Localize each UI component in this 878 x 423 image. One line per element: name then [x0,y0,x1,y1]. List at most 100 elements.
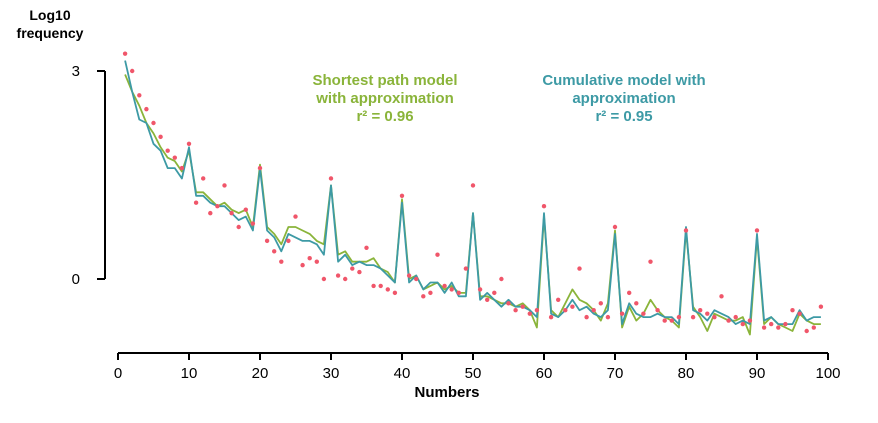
point-observed-44 [428,290,433,296]
point-cumulative-model-with-approximation-3 [138,119,140,121]
point-cumulative-model-with-approximation-60 [543,212,545,214]
point-observed-90 [754,228,760,233]
point-shortest-path-model-with-approximation-12 [202,191,204,193]
point-cumulative-model-with-approximation-32 [344,254,346,256]
point-cumulative-model-with-approximation-15 [224,205,226,207]
point-shortest-path-model-with-approximation-27 [309,233,311,235]
point-observed-30 [328,176,334,181]
point-cumulative-model-with-approximation-95 [792,323,794,325]
point-observed-8 [172,155,177,160]
point-cumulative-model-with-approximation-17 [238,219,240,221]
point-shortest-path-model-with-approximation-91 [763,323,765,325]
point-observed-2 [130,68,135,74]
point-cumulative-model-with-approximation-46 [444,292,446,294]
y-axis-label: Log10 frequency [4,6,96,42]
point-observed-29 [321,276,327,282]
point-cumulative-model-with-approximation-62 [557,316,559,318]
point-observed-66 [584,314,589,320]
x-tick-label-80: 80 [678,365,695,382]
point-cumulative-model-with-approximation-49 [465,295,467,297]
point-observed-33 [350,266,355,271]
point-cumulative-model-with-approximation-4 [146,122,148,124]
point-shortest-path-model-with-approximation-5 [153,133,155,135]
point-cumulative-model-with-approximation-37 [380,268,382,270]
point-cumulative-model-with-approximation-21 [266,230,268,232]
point-shortest-path-model-with-approximation-75 [650,299,652,301]
point-shortest-path-model-with-approximation-63 [564,302,566,304]
point-shortest-path-model-with-approximation-26 [302,230,304,232]
point-observed-39 [392,290,398,296]
point-observed-14 [215,204,220,209]
point-observed-97 [804,328,809,334]
point-cumulative-model-with-approximation-2 [131,91,133,93]
point-observed-27 [307,256,312,261]
point-shortest-path-model-with-approximation-95 [792,330,794,332]
point-observed-69 [605,314,611,320]
point-cumulative-model-with-approximation-96 [799,309,801,311]
point-cumulative-model-with-approximation-88 [742,320,744,322]
point-observed-41 [406,273,412,278]
point-observed-81 [690,314,696,320]
point-shortest-path-model-with-approximation-79 [678,327,680,329]
point-observed-91 [761,325,767,330]
point-cumulative-model-with-approximation-34 [359,261,361,263]
point-shortest-path-model-with-approximation-89 [749,334,751,336]
point-cumulative-model-with-approximation-29 [323,254,325,256]
point-cumulative-model-with-approximation-89 [749,323,751,325]
point-observed-6 [158,134,163,140]
point-cumulative-model-with-approximation-93 [777,323,779,325]
point-observed-34 [357,269,362,275]
annotation-cumulative: Cumulative model with approximation r² =… [508,72,740,126]
point-shortest-path-model-with-approximation-71 [621,327,623,329]
point-cumulative-model-with-approximation-67 [593,313,595,315]
point-observed-7 [165,148,170,153]
point-shortest-path-model-with-approximation-35 [366,261,368,263]
point-cumulative-model-with-approximation-87 [735,323,737,325]
point-cumulative-model-with-approximation-53 [493,299,495,301]
point-cumulative-model-with-approximation-82 [699,313,701,315]
x-tick-label-70: 70 [607,365,624,382]
point-cumulative-model-with-approximation-5 [153,143,155,145]
point-cumulative-model-with-approximation-55 [508,299,510,301]
point-shortest-path-model-with-approximation-3 [138,105,140,107]
point-observed-79 [676,314,682,320]
point-shortest-path-model-with-approximation-64 [572,289,574,291]
point-shortest-path-model-with-approximation-22 [273,233,275,235]
point-cumulative-model-with-approximation-19 [252,230,254,232]
point-observed-95 [790,308,795,313]
point-cumulative-model-with-approximation-66 [586,306,588,308]
point-shortest-path-model-with-approximation-84 [714,313,716,315]
point-shortest-path-model-with-approximation-57 [522,302,524,304]
point-observed-65 [577,266,582,271]
point-observed-31 [335,273,341,278]
point-observed-93 [776,325,781,330]
point-cumulative-model-with-approximation-68 [600,316,602,318]
point-cumulative-model-with-approximation-59 [536,316,538,318]
point-cumulative-model-with-approximation-22 [273,237,275,239]
point-observed-51 [477,287,483,292]
annotation-shortest-path: Shortest path model with approximation r… [285,72,485,126]
point-observed-11 [193,200,199,205]
point-observed-4 [144,106,149,112]
point-shortest-path-model-with-approximation-36 [373,257,375,259]
point-cumulative-model-with-approximation-58 [529,309,531,311]
point-observed-38 [385,287,390,292]
x-tick-label-60: 60 [536,365,553,382]
point-observed-53 [492,290,497,296]
point-observed-71 [619,311,625,316]
point-observed-86 [726,318,731,323]
point-shortest-path-model-with-approximation-88 [742,316,744,318]
point-cumulative-model-with-approximation-30 [330,185,332,187]
point-cumulative-model-with-approximation-27 [309,240,311,242]
point-cumulative-model-with-approximation-7 [167,167,169,169]
point-cumulative-model-with-approximation-38 [387,275,389,277]
point-cumulative-model-with-approximation-79 [678,323,680,325]
point-shortest-path-model-with-approximation-15 [224,202,226,204]
point-observed-77 [662,318,667,323]
point-shortest-path-model-with-approximation-83 [706,330,708,332]
point-cumulative-model-with-approximation-78 [671,316,673,318]
point-observed-40 [399,193,405,198]
point-shortest-path-model-with-approximation-82 [699,316,701,318]
point-cumulative-model-with-approximation-12 [202,195,204,197]
point-cumulative-model-with-approximation-28 [316,243,318,245]
